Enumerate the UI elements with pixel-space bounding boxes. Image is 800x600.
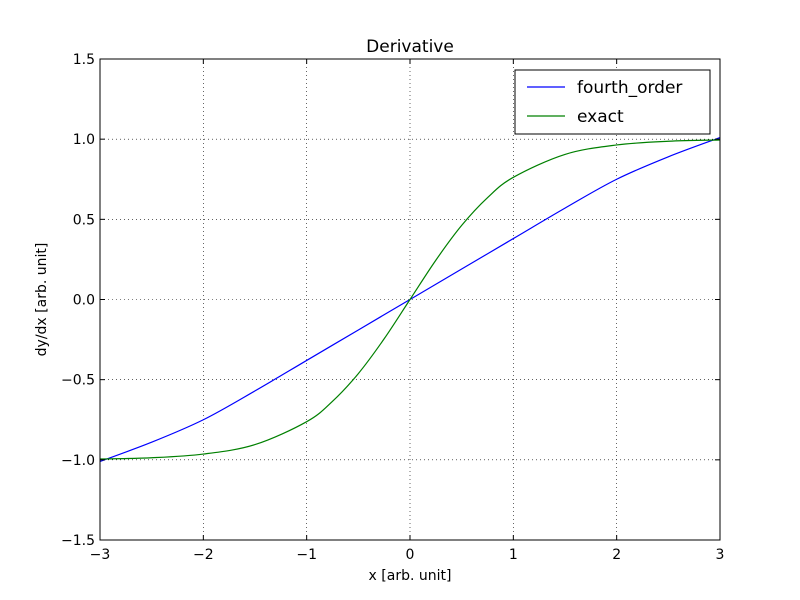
y-tick-label: −1.5	[61, 533, 95, 549]
series-line-exact	[100, 139, 720, 460]
y-tick-label: −0.5	[61, 373, 95, 389]
x-tick-label: 1	[509, 547, 518, 563]
x-tick-label: −1	[296, 547, 317, 563]
x-tick-label: 0	[406, 547, 415, 563]
y-tick-label: 1.0	[73, 132, 95, 148]
series-lines	[100, 136, 720, 463]
y-tick-label: 0.5	[73, 212, 95, 228]
x-tick-label: 3	[716, 547, 725, 563]
chart-title: Derivative	[366, 37, 454, 57]
y-tick-label: 1.5	[73, 52, 95, 68]
legend-label-fourth-order: fourth_order	[577, 78, 682, 98]
y-tick-label: 0.0	[73, 293, 95, 309]
legend-label-exact: exact	[577, 107, 624, 127]
y-tick-label: −1.0	[61, 453, 95, 469]
legend-box	[514, 69, 711, 135]
x-axis-label: x [arb. unit]	[369, 568, 452, 584]
ticks: −3 −2 −1 0 1 2 3 −1.5 −1.0 −0.5 0.0 0.5 1.0 1.5	[61, 52, 724, 563]
x-tick-label: −2	[193, 547, 214, 563]
x-tick-label: −3	[90, 547, 111, 563]
x-tick-label: 2	[612, 547, 621, 563]
y-axis-label: dy/dx [arb. unit]	[34, 243, 50, 357]
